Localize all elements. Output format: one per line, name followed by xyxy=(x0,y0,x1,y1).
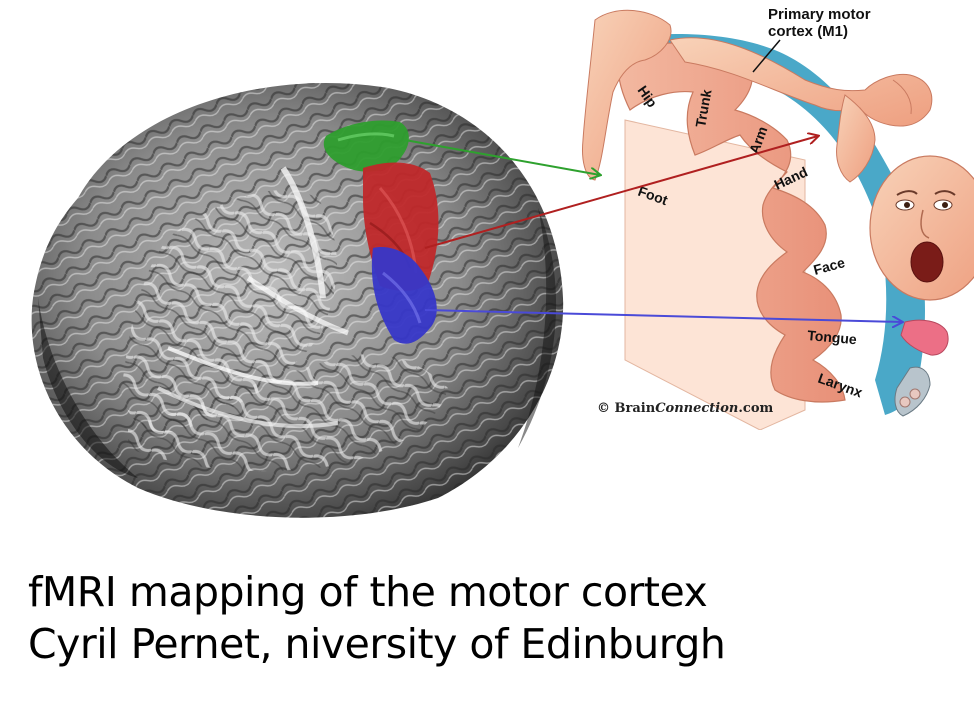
label-tongue: Tongue xyxy=(807,327,858,347)
brain-render xyxy=(18,48,578,528)
motor-cortex-illustration: Hip Trunk Arm Hand Foot Face Tongue Lary… xyxy=(575,0,974,431)
brain-svg xyxy=(31,82,564,518)
m1-title: Primary motor cortex (M1) xyxy=(768,6,871,40)
m1-pointer-line xyxy=(752,39,781,73)
exposed-cortex xyxy=(122,190,337,433)
homunculus-hand xyxy=(836,94,876,183)
homunculus-svg: Hip Trunk Arm Hand Foot Face Tongue Lary… xyxy=(582,9,974,431)
m1-title-line2: cortex (M1) xyxy=(768,23,849,40)
m1-title-line1: Primary motor xyxy=(768,6,871,23)
caption-line1: fMRI mapping of the motor cortex xyxy=(28,568,708,616)
caption-line2: Cyril Pernet, niversity of Edinburgh xyxy=(28,620,726,668)
copyright-symbol: © xyxy=(597,401,610,416)
homunculus-tongue xyxy=(900,319,949,356)
homunculus-arm xyxy=(669,37,933,127)
copyright-suffix: .com xyxy=(738,401,774,416)
homunculus-mouth xyxy=(910,241,944,283)
copyright-brand: Brain xyxy=(614,401,656,416)
copyright-notice: © BrainConnection.com xyxy=(597,401,773,416)
slide-caption: fMRI mapping of the motor cortex Cyril P… xyxy=(28,566,958,670)
label-trunk: Trunk xyxy=(692,88,714,129)
copyright-brand-italic: Connection xyxy=(655,401,739,416)
